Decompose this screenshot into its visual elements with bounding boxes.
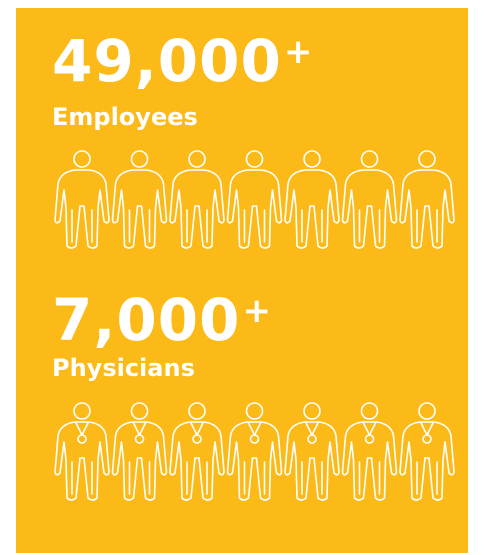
physician-icon: [111, 402, 168, 501]
physician-icon: [169, 402, 225, 501]
employees-count: 49,000+: [52, 27, 314, 95]
physicians-figures-svg: [54, 402, 455, 501]
physician-icon: [341, 402, 398, 501]
employees-label: Employees: [52, 103, 198, 131]
person-icon: [111, 150, 168, 249]
physicians-count: 7,000+: [52, 286, 272, 354]
physician-icon: [399, 402, 455, 501]
employees-figure-row: [52, 150, 455, 250]
physician-icon: [226, 402, 283, 501]
person-icon: [54, 150, 110, 249]
physician-icon: [284, 402, 340, 501]
person-icon: [284, 150, 340, 249]
person-icon: [169, 150, 225, 249]
physicians-figure-row: [52, 402, 455, 502]
person-icon: [226, 150, 283, 249]
physician-icon: [54, 402, 110, 501]
stats-panel: 49,000+ Employees 7,000+ Physicians: [16, 8, 468, 553]
physicians-label: Physicians: [52, 354, 195, 382]
physicians-count-suffix: +: [242, 291, 272, 331]
person-icon: [399, 150, 455, 249]
person-icon: [341, 150, 398, 249]
employees-count-suffix: +: [283, 32, 314, 72]
employees-figures-svg: [54, 150, 455, 249]
